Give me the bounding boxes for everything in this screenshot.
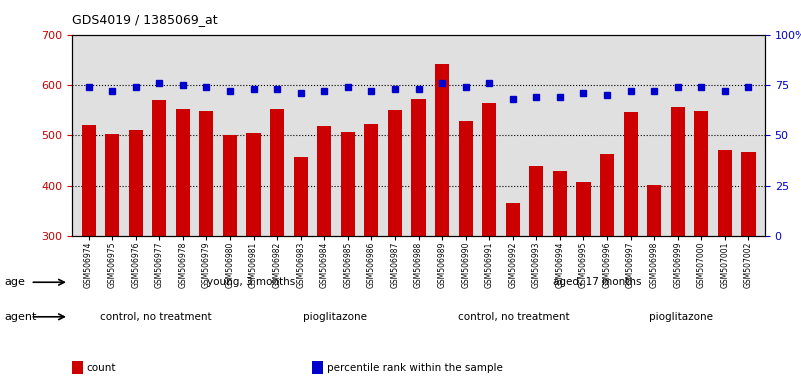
Bar [129,130,143,236]
Bar [482,103,497,236]
Bar [82,125,95,236]
Bar [435,64,449,236]
Text: agent: agent [4,312,36,322]
Text: GDS4019 / 1385069_at: GDS4019 / 1385069_at [72,13,218,26]
Text: aged, 17 months: aged, 17 months [553,277,642,287]
Bar [72,361,83,374]
Bar [199,111,214,236]
Text: pioglitazone: pioglitazone [303,312,367,322]
Bar [175,109,190,236]
Bar [152,100,167,236]
Bar [317,126,332,236]
Bar [718,151,732,236]
Bar [577,182,590,236]
Bar [647,185,662,236]
Bar [412,99,425,236]
Text: percentile rank within the sample: percentile rank within the sample [327,363,503,373]
Bar [294,157,308,236]
Bar [312,361,323,374]
Bar [694,111,708,236]
Bar [223,136,237,236]
Text: young, 3 months: young, 3 months [207,277,296,287]
Bar [553,170,567,236]
Text: pioglitazone: pioglitazone [650,312,714,322]
Bar [529,166,543,236]
Bar [364,124,378,236]
Bar [105,134,119,236]
Text: control, no treatment: control, no treatment [100,312,211,322]
Bar [270,109,284,236]
Text: age: age [4,277,25,287]
Bar [623,112,638,236]
Bar [600,154,614,236]
Bar [505,204,520,236]
Bar [670,107,685,236]
Text: count: count [87,363,116,373]
Bar [388,110,402,236]
Text: control, no treatment: control, no treatment [458,312,570,322]
Bar [340,132,355,236]
Bar [459,121,473,236]
Bar [742,152,755,236]
Bar [247,133,260,236]
